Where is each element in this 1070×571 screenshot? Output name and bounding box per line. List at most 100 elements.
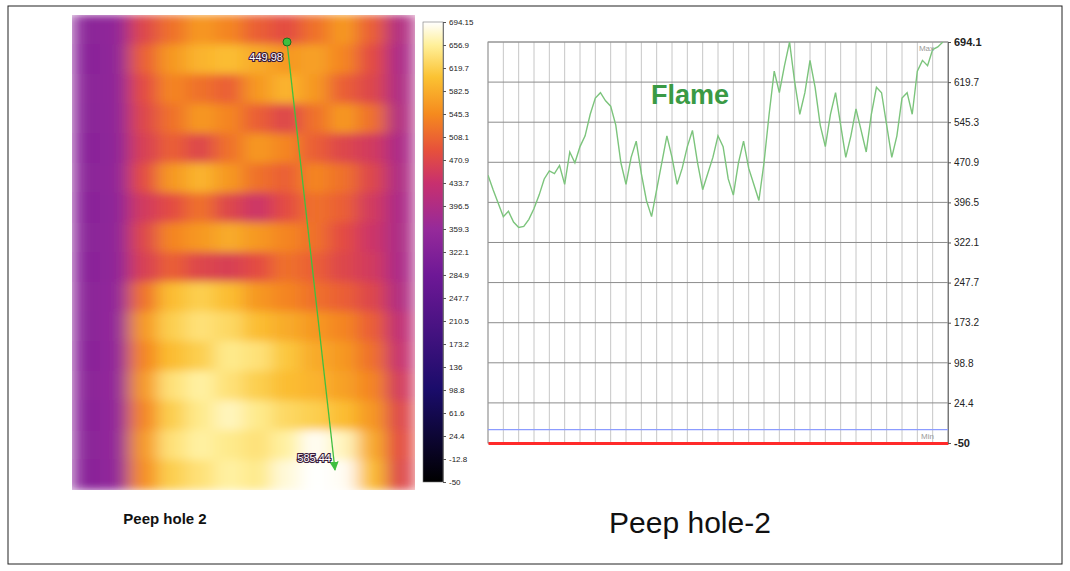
y-axis-part (948, 363, 951, 364)
y-axis-part: 98.8 (948, 358, 974, 369)
annotation: Max (919, 44, 934, 53)
heat-cell (243, 15, 273, 45)
series-line (488, 42, 943, 227)
color-bar-axis-part: 24.4 (443, 432, 465, 441)
annotation: Min (921, 432, 934, 441)
heat-cell (100, 311, 130, 342)
y-axis-part (948, 283, 951, 284)
color-bar-axis-part: -12.8 (443, 455, 468, 464)
grid-line-y (488, 362, 948, 363)
heat-cell (72, 104, 101, 135)
heat-cell (214, 371, 244, 402)
color-bar-tick-label: 61.6 (449, 409, 465, 418)
heat-cell (272, 371, 302, 402)
series-group (488, 42, 943, 227)
color-bar-axis-part (443, 68, 446, 69)
x-axis (489, 443, 949, 445)
heat-cell (272, 282, 302, 313)
heat-cell (357, 104, 387, 135)
y-axis-part: -50 (948, 437, 970, 449)
color-bar-tick-label: 136 (449, 363, 463, 372)
color-bar-tick-label: 173.2 (449, 340, 470, 349)
heat-cell (72, 371, 101, 402)
heat-cell (72, 193, 101, 224)
heat-cell (357, 222, 387, 253)
heat-cell (129, 371, 159, 402)
heat-cell (300, 44, 330, 75)
color-bar-tick-label: 24.4 (449, 432, 465, 441)
heat-cell (157, 74, 187, 105)
heat-cell (157, 15, 187, 45)
heat-cell (386, 311, 415, 342)
color-bar-axis-part: 284.9 (443, 271, 470, 280)
color-bar-axis-part (443, 91, 446, 92)
heat-cell (157, 133, 187, 164)
heat-cell (100, 74, 130, 105)
heat-cell (329, 400, 359, 431)
heat-cell (357, 311, 387, 342)
heat-cell (100, 104, 130, 135)
heat-cell (214, 400, 244, 431)
heat-cell (357, 74, 387, 105)
heat-cell (129, 15, 159, 45)
grid-line-y (488, 322, 948, 323)
heat-cell (243, 430, 273, 461)
y-tick-label: 396.5 (954, 197, 979, 208)
annotation: Flame (651, 80, 729, 110)
heat-cell (186, 44, 216, 75)
plot-frame (488, 42, 948, 443)
heat-cell (157, 193, 187, 224)
heat-cell (357, 193, 387, 224)
color-bar-axis-part (443, 321, 446, 322)
heat-cell (386, 163, 415, 194)
heat-cell (100, 193, 130, 224)
heat-cell (72, 133, 101, 164)
heat-cell (329, 74, 359, 105)
heat-cell (72, 74, 101, 105)
caption: Peep hole 2 (123, 510, 206, 527)
heat-cell (329, 44, 359, 75)
y-axis-part: 396.5 (948, 197, 979, 208)
color-bar-axis-part (443, 482, 446, 483)
heat-cell (357, 282, 387, 313)
color-bar-axis-part (443, 459, 446, 460)
heat-cell (72, 163, 101, 194)
grid-line-y (488, 443, 948, 444)
heat-cell (329, 15, 359, 45)
color-bar-axis: 694.15656.9619.7582.5545.3508.1470.9433.… (443, 18, 474, 487)
heat-cell (100, 460, 130, 490)
heat-cell (243, 371, 273, 402)
heat-cell (243, 341, 273, 372)
heat-cell (186, 252, 216, 283)
heat-cell (157, 371, 187, 402)
heat-cell (300, 400, 330, 431)
chart-title: Peep hole-2 (609, 506, 771, 539)
heat-cell (214, 460, 244, 490)
heat-cell (72, 460, 101, 490)
color-bar-axis-part (443, 252, 446, 253)
grid-line-y (488, 282, 948, 283)
y-tick-label: 173.2 (954, 317, 979, 328)
heat-cell (72, 430, 101, 461)
heat-cell (214, 163, 244, 194)
heat-cell (329, 193, 359, 224)
heat-cell (214, 133, 244, 164)
y-axis-part (948, 122, 951, 123)
color-bar-axis-part: 359.3 (443, 225, 470, 234)
heat-cell (386, 74, 415, 105)
heat-cell (272, 74, 302, 105)
heat-cell (186, 430, 216, 461)
heat-cell (214, 44, 244, 75)
color-bar-axis-part: 322.1 (443, 248, 470, 257)
thermal-image (72, 15, 415, 490)
color-bar-axis-part: 396.5 (443, 202, 470, 211)
heat-cell (272, 400, 302, 431)
color-bar-tick-label: 396.5 (449, 202, 470, 211)
heat-cell (214, 252, 244, 283)
heat-cell (386, 44, 415, 75)
y-axis-part (948, 323, 951, 324)
y-axis-part: 247.7 (948, 277, 979, 288)
color-bar-axis-part (443, 229, 446, 230)
y-axis-part (949, 43, 952, 444)
heat-cell (272, 133, 302, 164)
